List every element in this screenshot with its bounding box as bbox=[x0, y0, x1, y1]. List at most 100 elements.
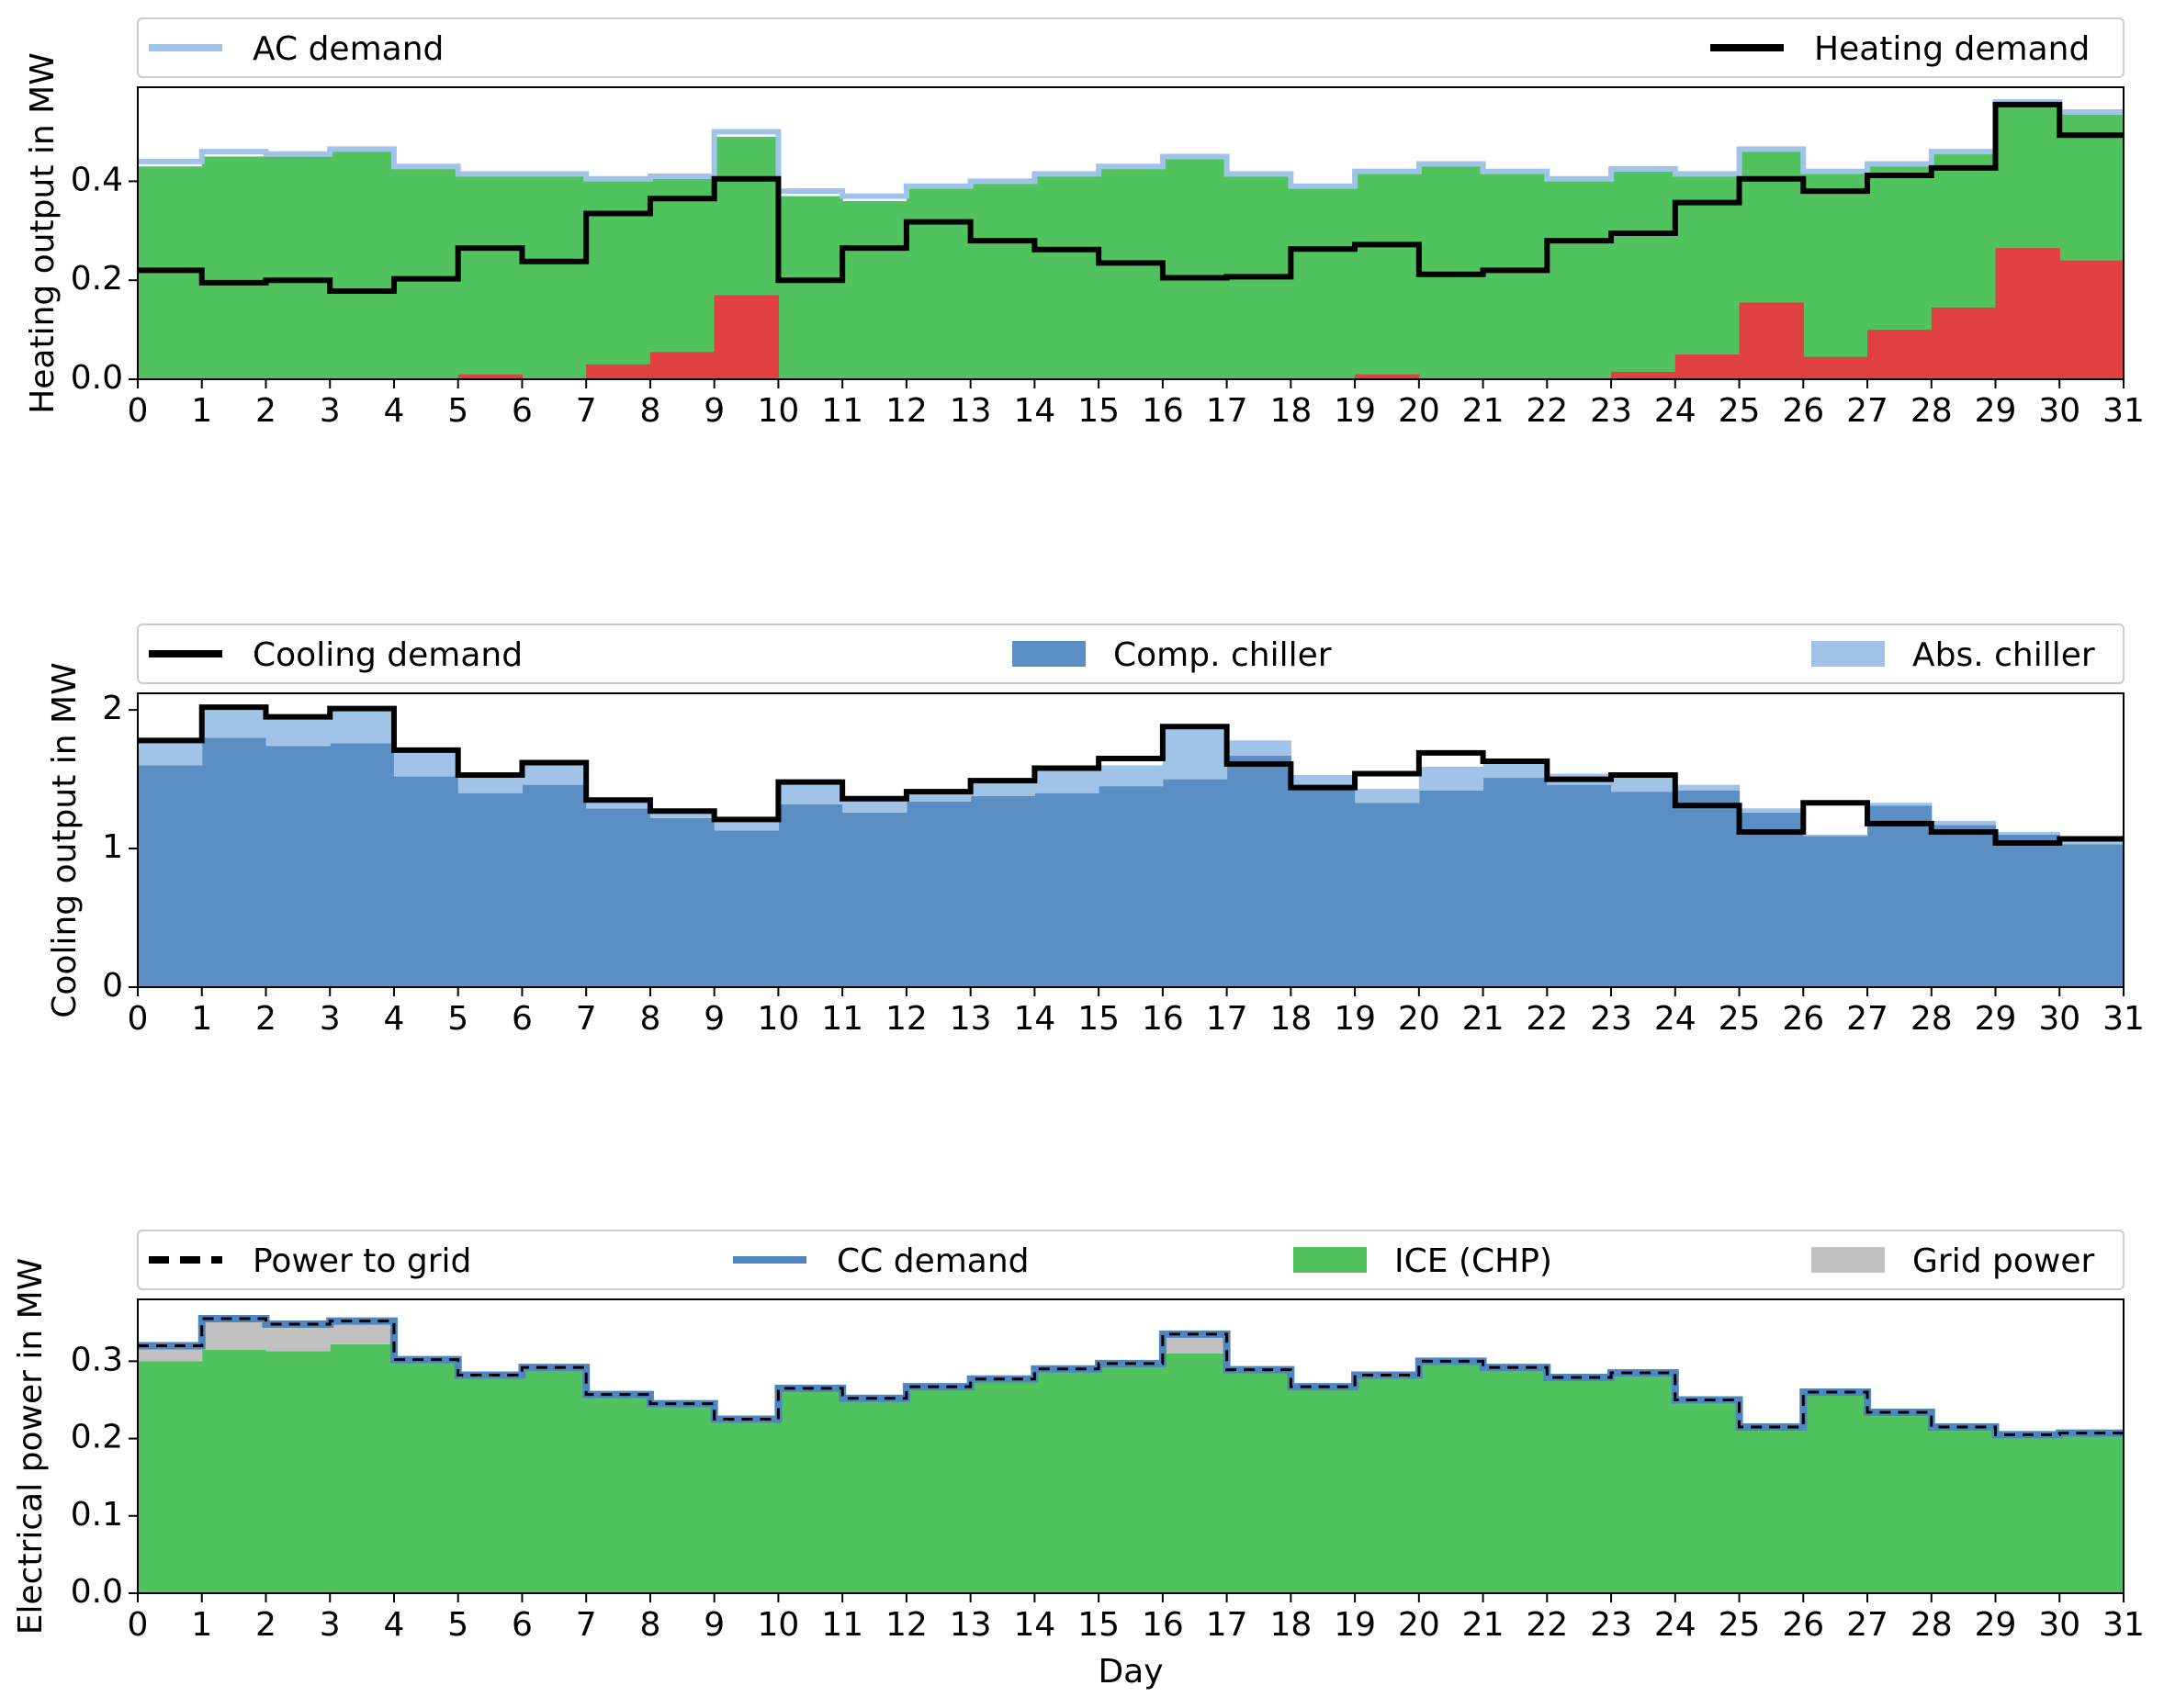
ice-chp-bar-16 bbox=[1162, 1353, 1228, 1593]
abs-chiller-bar-27 bbox=[1867, 803, 1933, 806]
legend-ice-chp-swatch bbox=[1293, 1247, 1367, 1273]
heating-red-bar-7 bbox=[586, 364, 651, 379]
heating-red-bar-5 bbox=[457, 374, 524, 379]
electrical-x-tick-label-25: 25 bbox=[1719, 1606, 1761, 1644]
cooling-x-ticks: 0 1 2 3 4 5 6 7 8 9 10 11 12 13 14 15 16 17 18 19 20 21 22 23 24… bbox=[128, 987, 2145, 1038]
cooling-x-tick-label-1: 1 bbox=[191, 1000, 212, 1038]
heating-green-bar-19 bbox=[1355, 174, 1420, 379]
cooling-x-tick-label-27: 27 bbox=[1846, 1000, 1888, 1038]
cooling-fills bbox=[138, 707, 2125, 987]
heating-plot-frame bbox=[137, 86, 2125, 380]
heating-panel: 0.00.20.4 0 1 2 3 4 5 6 7 8 9 10 11 12 13 14 15 16 17 18 19… bbox=[24, 17, 2145, 430]
ice-chp-bar-0 bbox=[138, 1361, 203, 1593]
abs-chiller-bar-0 bbox=[138, 740, 203, 766]
comp-chiller-bar-16 bbox=[1162, 779, 1228, 987]
heating-x-tick-label-7: 7 bbox=[576, 392, 597, 430]
cooling-x-tick-label-25: 25 bbox=[1719, 1000, 1761, 1038]
comp-chiller-bar-15 bbox=[1099, 786, 1164, 987]
electrical-x-tick-label-10: 10 bbox=[758, 1606, 800, 1644]
heating-green-bar-14 bbox=[1034, 176, 1099, 379]
cooling-x-tick-label-0: 0 bbox=[128, 1000, 149, 1038]
electrical-y-axis-label: Electrical power in MW bbox=[12, 1258, 50, 1635]
cooling-x-tick-label-5: 5 bbox=[447, 1000, 468, 1038]
electrical-x-tick-label-2: 2 bbox=[255, 1606, 276, 1644]
abs-chiller-bar-9 bbox=[714, 819, 780, 831]
comp-chiller-bar-12 bbox=[906, 801, 972, 987]
comp-chiller-bar-24 bbox=[1674, 790, 1741, 987]
electrical-panel: 0.00.10.20.3 0 1 2 3 4 5 6 7 8 9 10 11 12 13 14 15 16 17 1… bbox=[12, 1230, 2145, 1691]
comp-chiller-bar-28 bbox=[1931, 825, 1997, 987]
heating-x-tick-label-29: 29 bbox=[1975, 392, 2017, 430]
abs-chiller-bar-15 bbox=[1099, 765, 1164, 787]
electrical-x-tick-label-1: 1 bbox=[191, 1606, 212, 1644]
legend-grid-power-label: Grid power bbox=[1912, 1242, 2094, 1280]
electrical-x-tick-label-27: 27 bbox=[1846, 1606, 1888, 1644]
electrical-x-tick-label-13: 13 bbox=[950, 1606, 992, 1644]
comp-chiller-bar-2 bbox=[265, 746, 331, 987]
heating-x-tick-label-3: 3 bbox=[320, 392, 341, 430]
electrical-plot-frame bbox=[137, 1298, 2125, 1594]
heating-x-tick-label-8: 8 bbox=[639, 392, 660, 430]
abs-chiller-bar-19 bbox=[1355, 789, 1420, 803]
ice-chp-bar-21 bbox=[1482, 1368, 1548, 1593]
abs-chiller-bar-6 bbox=[522, 762, 587, 785]
heating-x-ticks: 0 1 2 3 4 5 6 7 8 9 10 11 12 13 14 15 16 17 18 19 20 21 22 23 24… bbox=[128, 379, 2145, 430]
ice-chp-bar-14 bbox=[1034, 1370, 1099, 1593]
cooling-y-tick-label-1: 1 bbox=[102, 828, 123, 866]
ice-chp-bar-1 bbox=[201, 1349, 267, 1593]
legend-comp-chiller-swatch bbox=[1012, 641, 1086, 667]
cooling-y-ticks: 0 1 2 bbox=[102, 690, 138, 1005]
cooling-x-tick-label-29: 29 bbox=[1975, 1000, 2017, 1038]
abs-chiller-bar-11 bbox=[842, 798, 907, 813]
comp-chiller-bar-19 bbox=[1355, 803, 1420, 987]
ice-chp-bar-26 bbox=[1803, 1393, 1868, 1593]
heating-green-bar-12 bbox=[906, 188, 972, 379]
electrical-x-tick-label-6: 6 bbox=[512, 1606, 533, 1644]
abs-chiller-bar-8 bbox=[649, 811, 716, 818]
electrical-x-tick-label-23: 23 bbox=[1590, 1606, 1632, 1644]
ice-chp-bar-23 bbox=[1611, 1374, 1676, 1593]
cooling-x-tick-label-11: 11 bbox=[821, 1000, 863, 1038]
heating-red-bar-27 bbox=[1867, 330, 1933, 379]
abs-chiller-bar-18 bbox=[1291, 775, 1356, 788]
abs-chiller-bar-13 bbox=[970, 781, 1035, 796]
cooling-x-tick-label-17: 17 bbox=[1206, 1000, 1248, 1038]
grid-power-bar-16 bbox=[1162, 1333, 1228, 1354]
electrical-x-tick-label-8: 8 bbox=[639, 1606, 660, 1644]
legend-cc-demand-label: CC demand bbox=[837, 1242, 1030, 1280]
heating-x-tick-label-20: 20 bbox=[1398, 392, 1440, 430]
ice-chp-bar-4 bbox=[393, 1361, 459, 1593]
heating-green-bar-11 bbox=[842, 200, 907, 379]
abs-chiller-bar-21 bbox=[1482, 760, 1548, 779]
ice-chp-bar-13 bbox=[970, 1380, 1035, 1593]
heating-green-bar-16 bbox=[1162, 159, 1228, 379]
cooling-x-tick-label-20: 20 bbox=[1398, 1000, 1440, 1038]
grid-power-bar-2 bbox=[265, 1323, 331, 1352]
heating-x-tick-label-15: 15 bbox=[1077, 392, 1120, 430]
electrical-x-tick-label-9: 9 bbox=[704, 1606, 725, 1644]
grid-power-bar-3 bbox=[330, 1320, 395, 1344]
comp-chiller-bar-27 bbox=[1867, 805, 1933, 987]
abs-chiller-bar-3 bbox=[330, 708, 395, 744]
cooling-x-tick-label-19: 19 bbox=[1334, 1000, 1376, 1038]
electrical-y-tick-label-0: 0.0 bbox=[71, 1573, 123, 1611]
heating-green-bar-23 bbox=[1611, 171, 1676, 379]
cooling-x-tick-label-2: 2 bbox=[255, 1000, 276, 1038]
heating-x-tick-label-23: 23 bbox=[1590, 392, 1632, 430]
ice-chp-bar-15 bbox=[1099, 1365, 1164, 1593]
electrical-x-tick-label-12: 12 bbox=[885, 1606, 928, 1644]
comp-chiller-bar-30 bbox=[2059, 844, 2125, 987]
electrical-fills bbox=[138, 1319, 2125, 1593]
heating-x-tick-label-12: 12 bbox=[885, 392, 928, 430]
heating-x-tick-label-11: 11 bbox=[821, 392, 863, 430]
abs-chiller-bar-4 bbox=[393, 749, 459, 777]
heating-y-tick-label-0: 0.0 bbox=[71, 359, 123, 397]
cooling-x-tick-label-4: 4 bbox=[384, 1000, 405, 1038]
heating-green-bar-13 bbox=[970, 184, 1035, 379]
cooling-x-tick-label-26: 26 bbox=[1782, 1000, 1824, 1038]
abs-chiller-bar-23 bbox=[1611, 775, 1676, 792]
heating-red-bar-29 bbox=[1995, 248, 2060, 379]
ice-chp-bar-20 bbox=[1418, 1363, 1484, 1593]
electrical-x-tick-label-17: 17 bbox=[1206, 1606, 1248, 1644]
cooling-legend-box bbox=[137, 624, 2125, 684]
